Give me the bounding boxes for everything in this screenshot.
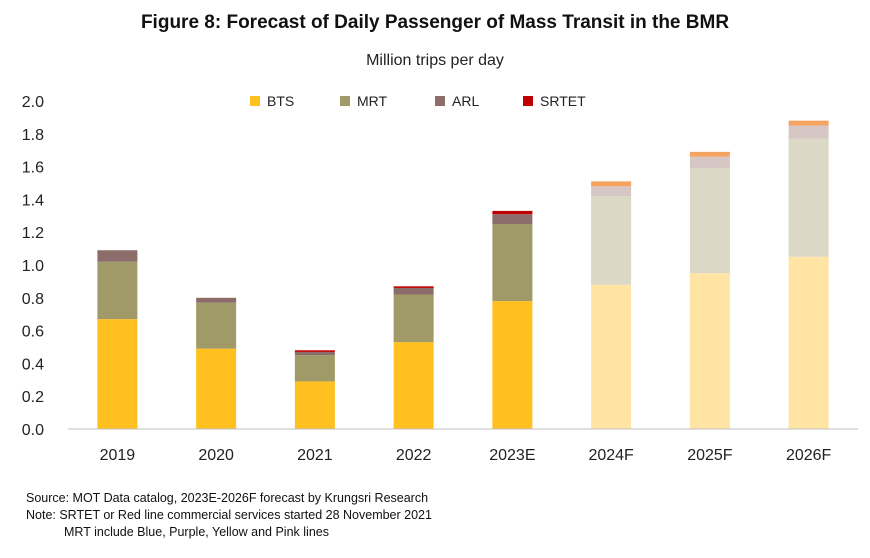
bar-segment-bts bbox=[591, 284, 632, 429]
bar-segment-bts bbox=[788, 256, 829, 429]
y-tick-label: 0.4 bbox=[22, 356, 44, 373]
footnote: Note: SRTET or Red line commercial servi… bbox=[26, 508, 432, 522]
y-tick-label: 0.8 bbox=[22, 291, 44, 308]
y-tick-label: 1.0 bbox=[22, 258, 44, 275]
x-tick-label: 2021 bbox=[297, 447, 333, 464]
x-tick-label: 2024F bbox=[588, 447, 634, 464]
chart-notes: Source: MOT Data catalog, 2023E-2026F fo… bbox=[26, 490, 432, 541]
legend-label-bts: BTS bbox=[267, 93, 294, 109]
bar-stack-2022 bbox=[393, 286, 434, 429]
bar-segment-arl bbox=[196, 297, 237, 303]
bar-segment-mrt bbox=[294, 355, 335, 382]
legend-label-srtet: SRTET bbox=[540, 93, 586, 109]
bar-segment-bts bbox=[196, 348, 237, 429]
source-note: Source: MOT Data catalog, 2023E-2026F fo… bbox=[26, 491, 429, 505]
bar-segment-mrt bbox=[97, 261, 138, 320]
bar-segment-srtet bbox=[591, 181, 632, 187]
y-tick-label: 0.0 bbox=[22, 422, 44, 439]
x-tick-label: 2025F bbox=[687, 447, 733, 464]
bar-segment-arl bbox=[689, 156, 730, 169]
bar-segment-srtet bbox=[393, 286, 434, 288]
stacked-bar-chart: BTS MRT ARL SRTET 0.0 0.2 0.4 0.6 0.8 1.0 1.2 1.4 1… bbox=[22, 93, 858, 464]
bar-stack-2024f bbox=[591, 181, 632, 429]
legend-swatch-arl bbox=[435, 96, 445, 106]
legend-label-arl: ARL bbox=[452, 93, 479, 109]
bar-segment-mrt bbox=[689, 168, 730, 274]
x-tick-label: 2022 bbox=[396, 447, 432, 464]
bar-segment-arl bbox=[97, 250, 138, 262]
x-axis: 2019 2020 2021 2022 2023E 2024F 2025F 2026F bbox=[100, 447, 832, 464]
bar-stack-2023e bbox=[492, 210, 533, 429]
chart-title: Figure 8: Forecast of Daily Passenger of… bbox=[140, 12, 730, 33]
bar-segment-srtet bbox=[689, 151, 730, 157]
chart-legend: BTS MRT ARL SRTET bbox=[250, 93, 586, 109]
x-tick-label: 2023E bbox=[489, 447, 535, 464]
legend-swatch-mrt bbox=[340, 96, 350, 106]
bar-segment-mrt bbox=[393, 294, 434, 343]
bar-segment-bts bbox=[294, 381, 335, 429]
bar-segment-arl bbox=[788, 125, 829, 139]
y-tick-label: 0.6 bbox=[22, 324, 44, 341]
bar-stack-2019 bbox=[97, 250, 138, 429]
y-tick-label: 1.2 bbox=[22, 225, 44, 242]
bar-segment-srtet bbox=[492, 210, 533, 215]
bar-stack-2026f bbox=[788, 120, 829, 429]
y-axis: 0.0 0.2 0.4 0.6 0.8 1.0 1.2 1.4 1.6 1.8 2.0 bbox=[22, 94, 44, 439]
legend-swatch-srtet bbox=[523, 96, 533, 106]
legend-swatch-bts bbox=[250, 96, 260, 106]
bar-segment-arl bbox=[591, 186, 632, 197]
bar-segment-bts bbox=[492, 301, 533, 429]
footnote-continued: MRT include Blue, Purple, Yellow and Pin… bbox=[64, 525, 329, 539]
bars bbox=[97, 120, 829, 429]
bar-segment-arl bbox=[393, 287, 434, 295]
y-tick-label: 0.2 bbox=[22, 389, 44, 406]
y-tick-label: 1.4 bbox=[22, 192, 44, 209]
bar-segment-bts bbox=[689, 273, 730, 429]
bar-stack-2025f bbox=[689, 151, 730, 429]
y-tick-label: 2.0 bbox=[22, 94, 44, 111]
x-tick-label: 2026F bbox=[786, 447, 832, 464]
bar-segment-srtet bbox=[788, 120, 829, 126]
y-tick-label: 1.8 bbox=[22, 127, 44, 144]
bar-segment-mrt bbox=[492, 224, 533, 302]
bar-segment-mrt bbox=[788, 138, 829, 257]
bar-segment-bts bbox=[97, 319, 138, 429]
bar-stack-2021 bbox=[294, 350, 335, 429]
legend-label-mrt: MRT bbox=[357, 93, 388, 109]
bar-segment-mrt bbox=[591, 196, 632, 285]
x-tick-label: 2019 bbox=[100, 447, 136, 464]
bar-segment-srtet bbox=[294, 350, 335, 352]
x-tick-label: 2020 bbox=[198, 447, 234, 464]
chart-subtitle: Million trips per day bbox=[366, 52, 504, 69]
bar-segment-arl bbox=[294, 351, 335, 356]
bar-segment-bts bbox=[393, 342, 434, 429]
bar-stack-2020 bbox=[196, 297, 237, 429]
y-tick-label: 1.6 bbox=[22, 160, 44, 177]
bar-segment-arl bbox=[492, 214, 533, 224]
bar-segment-mrt bbox=[196, 302, 237, 349]
